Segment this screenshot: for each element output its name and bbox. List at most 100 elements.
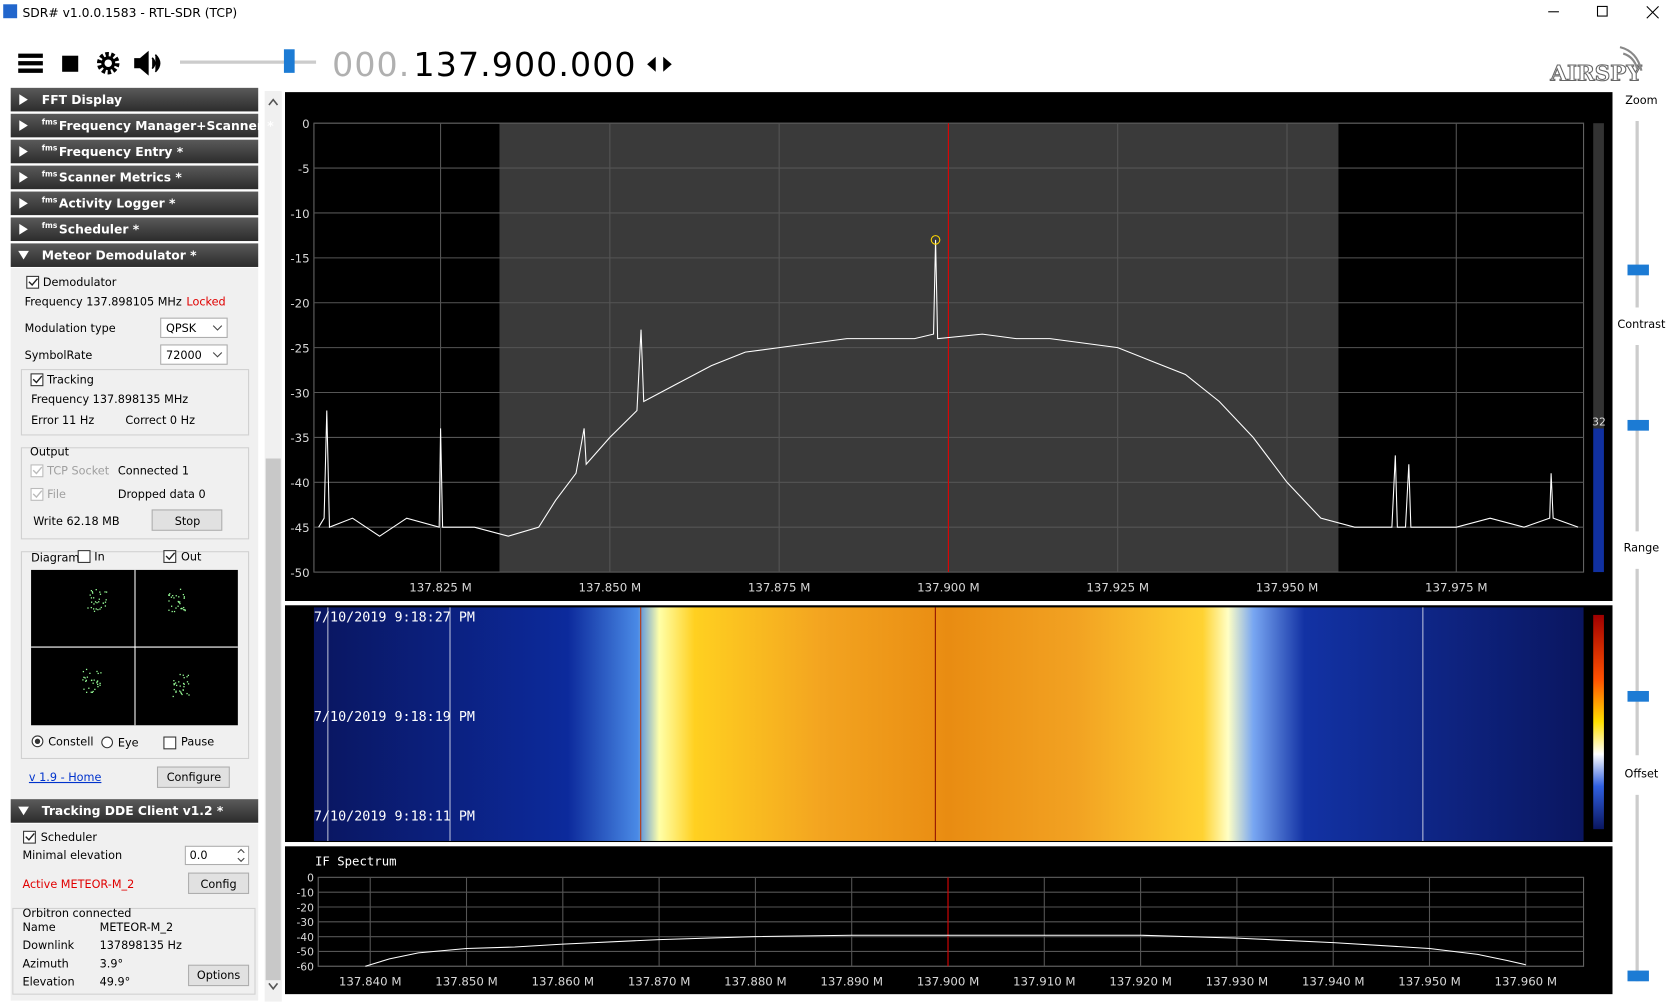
x-tick-label: 137.880 M [724,975,787,989]
home[interactable]: v 1.9 - Home [29,771,102,784]
row-value: METEOR-M_2 [100,921,173,934]
x-tick-label: 137.850 M [435,975,498,989]
dot [96,682,97,683]
config: Config [201,878,237,891]
panel-title: Meteor Demodulator * [42,248,197,262]
out-label: Out [181,550,202,563]
dot [92,592,93,593]
dot [91,590,92,591]
dot [184,684,185,685]
dot [187,681,188,682]
tcp-label: TCP Socket [46,465,110,478]
dot [92,692,93,693]
slider-thumb[interactable] [1628,265,1649,276]
dot [93,608,94,609]
modulation: QPSK [166,322,197,335]
dot [106,591,107,592]
dot [85,677,86,678]
dot [174,611,175,612]
dot [188,675,189,676]
waterfall [314,607,1584,841]
dot [183,689,184,690]
dot [168,600,169,601]
dot [181,608,182,609]
dot [104,591,105,592]
app-icon [3,4,17,18]
y-tick-label: -40 [290,476,309,490]
dot [178,681,179,682]
slider-thumb[interactable] [1628,691,1649,702]
configure: Configure [167,771,222,784]
status: Locked [186,295,225,308]
logo: AIRSPY [1549,61,1642,86]
constell: Constell [48,736,93,749]
x-tick-label: 137.920 M [1109,975,1172,989]
slider-thumb[interactable] [1628,971,1649,982]
slider-label: Contrast [1617,318,1666,331]
chart-title: IF Spectrum [315,855,397,869]
dot [87,677,88,678]
panel-title: Frequency Manager+Scanner * [59,119,274,133]
radio-eye[interactable] [102,737,113,748]
gauge-fill [1593,429,1604,573]
volume-thumb[interactable] [284,49,295,73]
dot [101,607,102,608]
panel-prefix: fms [42,195,58,204]
x-tick-label: 137.825 M [409,580,472,594]
x-tick-label: 137.900 M [917,975,980,989]
y-tick-label: -30 [290,386,309,400]
dot [83,677,84,678]
panel-title: Activity Logger * [59,197,176,211]
row-value: 49.9° [100,976,131,989]
eye: Eye [118,737,139,750]
dot [169,595,170,596]
y-tick-label: -20 [290,297,309,311]
tracking-frequency: Frequency 137.898135 MHz [31,393,188,406]
dot [97,609,98,610]
frequency-dim: 000. [332,45,410,84]
dot [180,674,181,675]
dot [97,684,98,685]
correct: Correct 0 Hz [125,414,195,427]
slider-thumb[interactable] [1628,420,1649,431]
scroll-thumb[interactable] [266,459,281,981]
gauge-track [1593,123,1604,428]
x-tick-label: 137.930 M [1206,975,1269,989]
dot [97,680,98,681]
dot [172,611,173,612]
dot [177,606,178,607]
dot [178,602,179,603]
dot [92,591,93,592]
stop: Stop [175,515,201,528]
dot [99,683,100,684]
checkbox[interactable] [78,551,90,563]
dot [171,606,172,607]
file-label: File [47,488,66,501]
dot [175,692,176,693]
demod-label: Demodulator [43,276,117,289]
min-elev-label: Minimal elevation [23,849,123,862]
dot [99,599,100,600]
frequency: Frequency 137.898105 MHz [25,295,182,308]
output-label: Output [30,445,70,458]
dot [173,597,174,598]
y-tick-label: -10 [296,886,314,899]
panel-prefix: fms [42,169,58,178]
x-tick-label: 137.900 M [917,580,980,594]
dot [181,693,182,694]
dot [98,673,99,674]
y-tick-label: -15 [290,252,309,266]
row-label: Elevation [23,976,75,989]
panel-prefix: fms [42,143,58,152]
write: Write 62.18 MB [33,515,119,528]
checkbox[interactable] [164,737,176,749]
frequency-display[interactable]: 137.900.000 [414,45,637,84]
stop-button[interactable] [62,56,78,72]
dot [94,689,95,690]
x-tick-label: 137.960 M [1495,975,1558,989]
panel-title: Tracking DDE Client v1.2 * [42,804,224,818]
x-tick-label: 137.975 M [1425,580,1488,594]
diagram-label: Diagram [31,551,79,564]
y-tick-label: -30 [296,916,314,929]
dot [176,685,177,686]
